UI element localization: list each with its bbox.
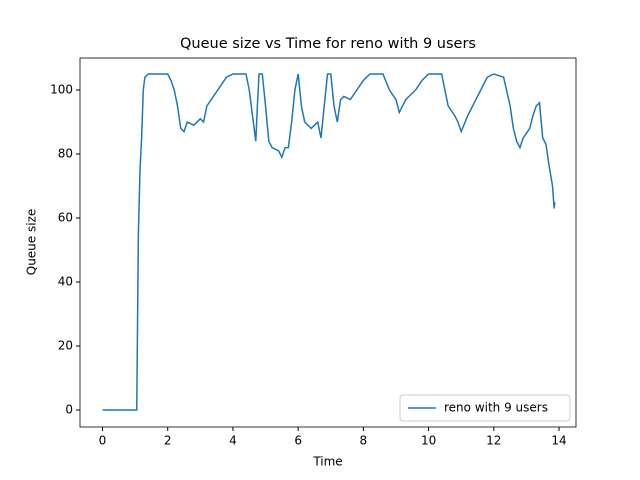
x-tick-label: 4 <box>229 434 237 448</box>
y-tick-label: 60 <box>58 211 73 225</box>
y-tick-label: 80 <box>58 147 73 161</box>
x-tick-label: 12 <box>486 434 501 448</box>
x-tick-label: 14 <box>551 434 566 448</box>
y-tick-label: 0 <box>65 403 73 417</box>
legend-box <box>399 394 571 422</box>
data-line <box>102 73 556 411</box>
x-axis-label: Time <box>312 455 342 469</box>
x-tick-label: 2 <box>164 434 172 448</box>
legend-label: reno with 9 users <box>444 401 548 415</box>
y-tick-label: 40 <box>58 275 73 289</box>
x-tick-label: 0 <box>99 434 107 448</box>
y-tick-label: 100 <box>50 83 73 97</box>
y-tick-label: 20 <box>58 339 73 353</box>
y-axis-label: Queue size <box>25 209 39 276</box>
plot-frame <box>79 57 577 428</box>
x-tick-label: 6 <box>294 434 302 448</box>
x-tick-label: 8 <box>360 434 368 448</box>
x-tick-label: 10 <box>421 434 436 448</box>
chart-title: Queue size vs Time for reno with 9 users <box>180 36 476 52</box>
